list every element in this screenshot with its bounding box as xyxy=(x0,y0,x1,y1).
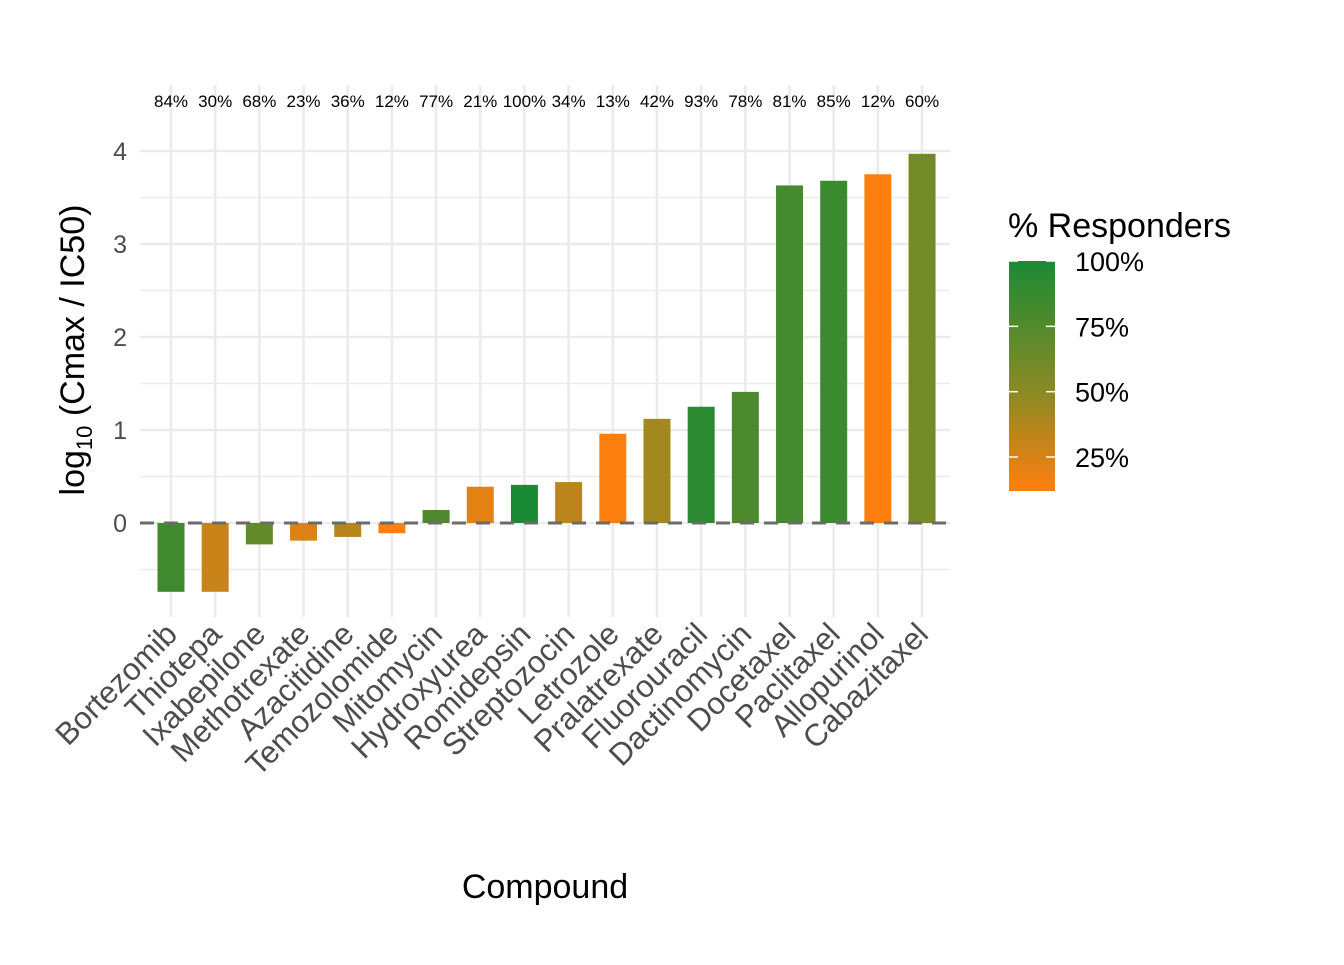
bar-label: 12% xyxy=(375,92,409,111)
bar-label: 100% xyxy=(503,92,546,111)
y-tick-label: 4 xyxy=(113,138,127,166)
bar-ixabepilone xyxy=(245,523,273,545)
bar-pralatrexate xyxy=(643,418,671,523)
x-tick-labels: BortezomibThiotepaIxabepiloneMethotrexat… xyxy=(48,616,935,783)
x-axis-title: Compound xyxy=(462,868,628,906)
legend-label: 100% xyxy=(1075,247,1144,277)
bar-label: 21% xyxy=(463,92,497,111)
bar-label: 42% xyxy=(640,92,674,111)
bar-allopurinol xyxy=(864,174,892,523)
legend-colorbar xyxy=(1009,261,1055,491)
y-tick-label: 3 xyxy=(113,231,127,259)
bar-cabazitaxel xyxy=(908,153,936,524)
bar-label: 78% xyxy=(728,92,762,111)
y-tick-label: 2 xyxy=(113,324,127,352)
y-tick-label: 0 xyxy=(113,510,127,538)
bar-label: 84% xyxy=(154,92,188,111)
bar-label: 13% xyxy=(596,92,630,111)
bar-label: 60% xyxy=(905,92,939,111)
bar-paclitaxel xyxy=(820,180,848,523)
bar-streptozocin xyxy=(555,482,583,523)
bar-label: 85% xyxy=(817,92,851,111)
bar-label: 36% xyxy=(331,92,365,111)
legend-label: 75% xyxy=(1075,312,1129,342)
bar-methotrexate xyxy=(290,523,318,541)
bar-label: 93% xyxy=(684,92,718,111)
y-axis-title: log10 (Cmax / IC50) xyxy=(54,205,97,496)
legend-title: % Responders xyxy=(1008,207,1231,245)
legend: % Responders 100% 75% 50% 25% xyxy=(1008,207,1231,491)
bar-label: 23% xyxy=(287,92,321,111)
bar-hydroxyurea xyxy=(466,486,494,523)
bar-azacitidine xyxy=(334,523,362,537)
bar-romidepsin xyxy=(510,484,538,523)
bar-label: 30% xyxy=(198,92,232,111)
y-tick-labels: 0 1 2 3 4 xyxy=(113,138,127,538)
bar-label: 68% xyxy=(242,92,276,111)
bar-docetaxel xyxy=(776,185,804,523)
bar-labels: 84% 30% 68% 23% 36% 12% 77% 21% 100% 34% 13% 42% 93%… xyxy=(154,92,939,111)
bar-label: 34% xyxy=(552,92,586,111)
legend-label: 25% xyxy=(1075,443,1129,473)
bar-bortezomib xyxy=(157,523,185,592)
y-tick-label: 1 xyxy=(113,417,127,445)
bar-mitomycin xyxy=(422,509,450,523)
bar-label: 77% xyxy=(419,92,453,111)
bar-dactinomycin xyxy=(731,391,759,523)
legend-label: 50% xyxy=(1075,378,1129,408)
bar-fluorouracil xyxy=(687,406,715,523)
bar-thiotepa xyxy=(201,523,229,592)
bar-letrozole xyxy=(599,433,627,523)
bar-label: 12% xyxy=(861,92,895,111)
bar-temozolomide xyxy=(378,523,406,534)
bar-label: 81% xyxy=(773,92,807,111)
bars xyxy=(157,153,936,592)
